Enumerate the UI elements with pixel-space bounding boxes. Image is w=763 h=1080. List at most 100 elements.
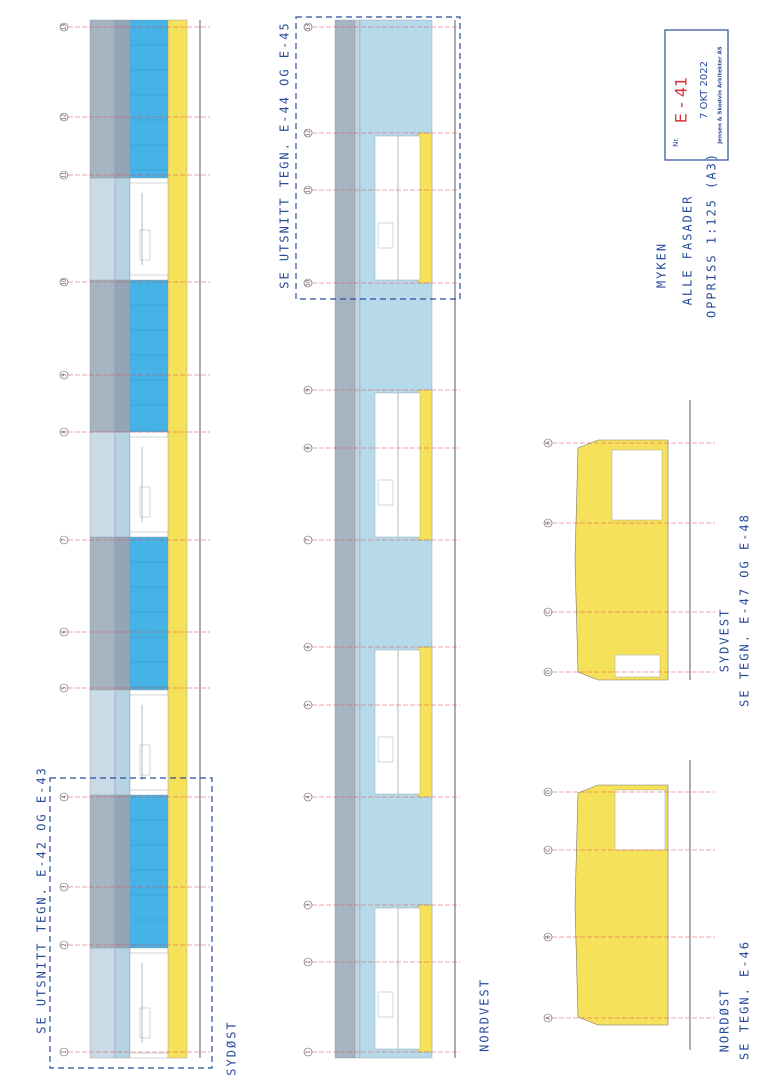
elevation-name: NORDØST (718, 988, 732, 1053)
grid-label: A (546, 1016, 552, 1020)
elevation-name: NORDVEST (478, 978, 492, 1052)
panel (114, 536, 131, 691)
elevation-name: SYDVEST (718, 608, 732, 673)
stamp-nr: Nr. (672, 137, 680, 147)
stamp-box (664, 29, 729, 161)
panel (89, 19, 116, 179)
grid-bubble (59, 277, 69, 287)
detail-frame (49, 777, 213, 1069)
grid-label: 13 (62, 24, 68, 30)
grid-label: 10 (306, 280, 312, 286)
panel (89, 536, 116, 691)
grid-bubble (59, 882, 69, 892)
grid-bubble (303, 535, 313, 545)
grid-bubble (303, 22, 313, 32)
grid-bubble (543, 932, 553, 942)
grid-bubble (59, 535, 69, 545)
grid-label: C (546, 610, 552, 614)
panel (114, 947, 131, 1059)
grid-bubble (303, 1047, 313, 1057)
grid-bubble (543, 845, 553, 855)
panel (114, 689, 131, 796)
grid-label: 3 (306, 903, 312, 906)
grid-label: B (546, 935, 552, 939)
grid-bubble (303, 642, 313, 652)
panel (89, 177, 116, 281)
door (139, 486, 151, 518)
grid-label: 2 (306, 960, 312, 963)
panel (129, 794, 169, 949)
window (614, 654, 661, 678)
grid-label: C (546, 848, 552, 852)
grid-bubble (303, 900, 313, 910)
grid-bubble (303, 128, 313, 138)
detail-frame (295, 16, 461, 300)
grid-label: 8 (62, 430, 68, 433)
panel (129, 279, 169, 433)
window (129, 952, 176, 1054)
grid-bubble (59, 1047, 69, 1057)
elevation-note: SE TEGN. E-46 (738, 940, 752, 1060)
window (374, 135, 421, 281)
door (377, 222, 394, 249)
grid-label: 2 (62, 943, 68, 946)
panel (334, 19, 356, 1059)
grid-label: D (546, 790, 552, 794)
panel (89, 431, 116, 538)
scale: OPPRISS 1:125 (A3) (705, 152, 719, 318)
panel (89, 279, 116, 433)
grid-bubble (59, 22, 69, 32)
grid-bubble (303, 185, 313, 195)
grid-bubble (59, 427, 69, 437)
grid-label: 11 (306, 187, 312, 193)
door (139, 1007, 151, 1039)
grid-label: 11 (62, 172, 68, 178)
grid-label: 9 (306, 388, 312, 391)
door (377, 479, 394, 506)
grid-bubble (59, 627, 69, 637)
grid-label: 5 (306, 703, 312, 706)
panel (354, 19, 361, 1059)
grid-bubble (59, 170, 69, 180)
grid-bubble (543, 438, 553, 448)
grid-bubble (59, 940, 69, 950)
panel (89, 794, 116, 949)
grid-bubble (303, 278, 313, 288)
grid-bubble (303, 385, 313, 395)
window (374, 649, 421, 795)
project-title: MYKEN (655, 242, 669, 288)
window (614, 789, 666, 851)
facade-yellow (167, 19, 188, 1059)
grid-bubble (59, 683, 69, 693)
window (374, 907, 421, 1050)
grid-label: 12 (62, 114, 68, 120)
elevation-note: SE TEGN. E-47 OG E-48 (738, 513, 752, 707)
grid-label: 1 (306, 1050, 312, 1053)
grid-bubble (303, 443, 313, 453)
grid-bubble (543, 1013, 553, 1023)
grid-label: 10 (62, 279, 68, 285)
panel (114, 177, 131, 281)
grid-label: 7 (306, 538, 312, 541)
grid-bubble (303, 957, 313, 967)
grid-label: 13 (306, 24, 312, 30)
door (139, 744, 151, 776)
grid-label: B (546, 521, 552, 525)
grid-label: 6 (62, 630, 68, 633)
stamp-date: 7 OKT 2022 (699, 61, 710, 119)
grid-bubble (543, 607, 553, 617)
window (611, 449, 663, 521)
grid-label: 6 (306, 645, 312, 648)
grid-label: 9 (62, 373, 68, 376)
elevation-note: SE UTSNITT TEGN. E-44 OG E-45 (278, 21, 292, 289)
grid-bubble (59, 370, 69, 380)
panel (89, 689, 116, 796)
window (129, 694, 176, 791)
door (377, 991, 394, 1018)
grid-bubble (543, 518, 553, 528)
grid-label: 8 (306, 446, 312, 449)
window (129, 436, 176, 533)
panel (114, 794, 131, 949)
window (129, 182, 176, 276)
door (139, 229, 151, 261)
